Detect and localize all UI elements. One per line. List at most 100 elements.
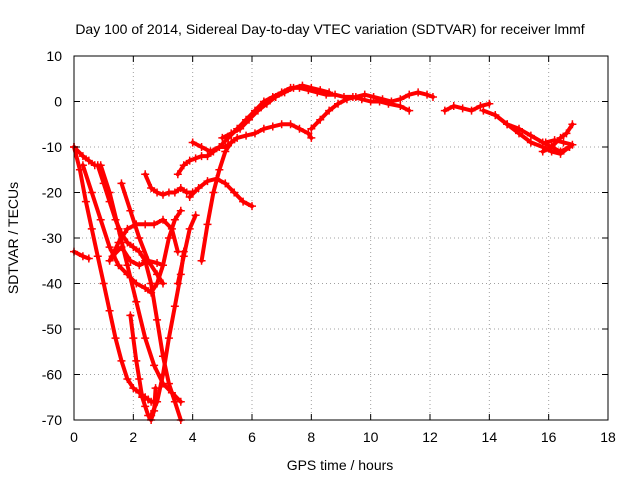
data-point [550,136,559,145]
data-point [239,197,248,206]
x-tick-label: 4 [189,429,197,445]
series-arc-p [197,120,316,265]
data-point [135,261,144,270]
y-tick-label: 10 [46,48,62,64]
data-point [96,215,105,224]
data-point [153,270,162,279]
data-point [396,95,405,104]
data-point [123,224,132,233]
data-point [185,156,194,165]
data-point [325,88,334,97]
data-point [123,261,132,270]
x-tick-labels: 0 2 4 6 8 10 12 14 16 18 [70,429,616,445]
data-point [230,188,239,197]
data-point [179,252,188,261]
data-point [93,252,102,261]
data-point [227,129,236,138]
data-point [126,256,135,265]
data-point [78,252,87,261]
data-point [203,177,212,186]
data-point [503,120,512,129]
data-point [295,124,304,133]
data-point [105,256,114,265]
data-point [307,83,316,92]
data-point [547,143,556,151]
data-point [203,152,212,161]
data-point [221,179,230,188]
series-line [187,176,254,209]
data-point [423,90,432,99]
data-point [191,154,200,163]
series-arc-x [541,136,577,149]
data-point [227,138,236,147]
data-point [194,183,203,192]
data-point [179,161,188,170]
data-point [307,124,316,133]
chart-title: Day 100 of 2014, Sidereal Day-to-day VTE… [75,21,584,37]
data-point [253,106,262,115]
data-point [304,129,313,138]
data-point [176,183,185,192]
data-point [334,99,343,108]
x-tick-label: 12 [422,429,438,445]
data-point [141,170,150,179]
data-point [562,129,571,138]
data-point [170,302,179,311]
y-axis-label: SDTVAR / TECUs [5,182,21,294]
data-point [99,279,108,288]
data-point [150,361,159,370]
data-point [123,375,132,384]
data-point [218,133,227,142]
data-point [153,315,162,324]
data-point [479,106,488,115]
data-point [342,95,351,104]
y-tick-label: 0 [54,94,62,110]
data-point [440,106,449,115]
data-point [129,243,138,252]
data-point [147,183,156,192]
data-point [170,188,179,197]
data-point [191,211,200,220]
x-tick-label: 14 [482,429,498,445]
data-point [123,238,132,247]
data-point [84,254,93,263]
data-point [84,156,93,165]
data-point [233,133,242,142]
data-point [277,120,286,129]
data-point [360,90,369,99]
data-point [132,297,141,306]
data-point [259,124,268,133]
series-arc-t [440,99,494,115]
y-tick-label: -50 [42,321,62,337]
data-point [135,375,144,384]
series-line [72,145,97,168]
data-point [307,133,316,142]
data-point [209,188,218,197]
data-point [206,147,215,156]
series-line [199,122,314,263]
data-point [173,279,182,288]
data-point [117,179,126,188]
x-tick-label: 10 [363,429,379,445]
data-point [467,106,476,115]
data-point [87,224,96,233]
data-point [197,143,206,151]
data-point [159,215,167,224]
y-tick-label: -10 [42,139,62,155]
data-point [262,99,271,108]
data-point [221,147,230,156]
x-tick-label: 18 [600,429,616,445]
data-point [568,140,577,149]
y-tick-label: -70 [42,412,62,428]
data-point [138,393,147,402]
data-point [526,131,535,140]
data-point [215,143,224,151]
data-point [280,88,289,97]
x-tick-label: 6 [248,429,256,445]
data-point [271,92,280,101]
data-point [153,397,162,406]
data-series-group [70,81,577,424]
data-point [105,243,114,252]
y-tick-label: -40 [42,276,62,292]
y-tick-label: -30 [42,230,62,246]
